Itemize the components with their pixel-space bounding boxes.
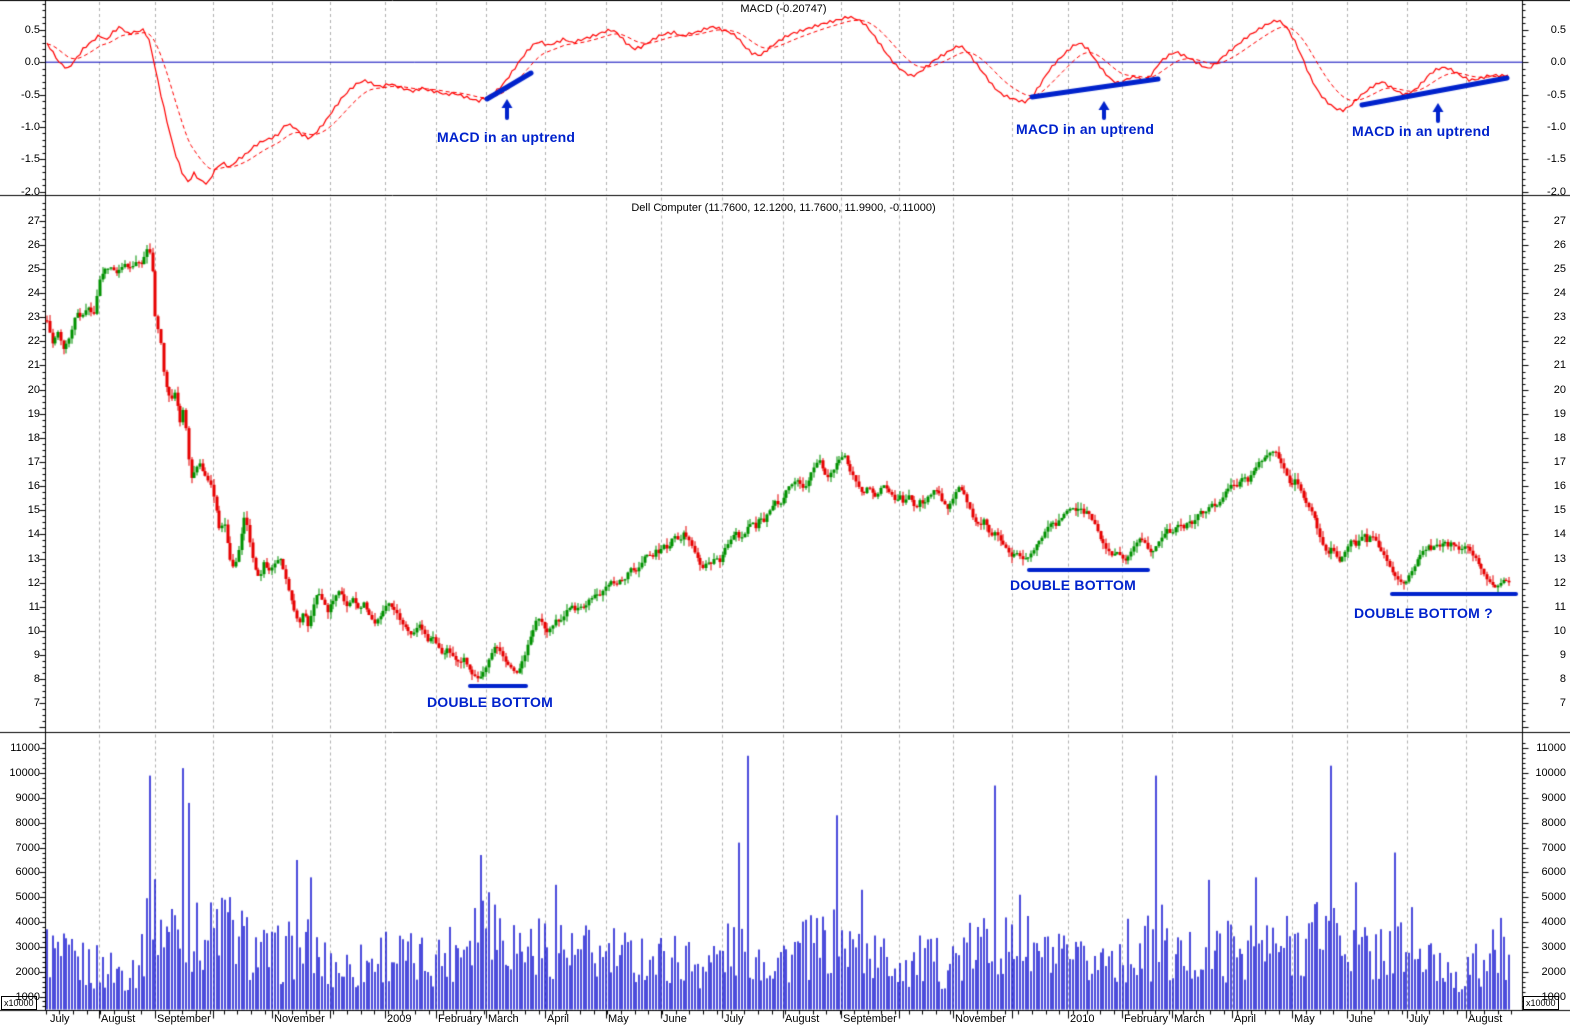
chart-canvas: [0, 0, 1570, 1031]
stock-chart: MACD (-0.20747) Dell Computer (11.7600, …: [0, 0, 1570, 1031]
